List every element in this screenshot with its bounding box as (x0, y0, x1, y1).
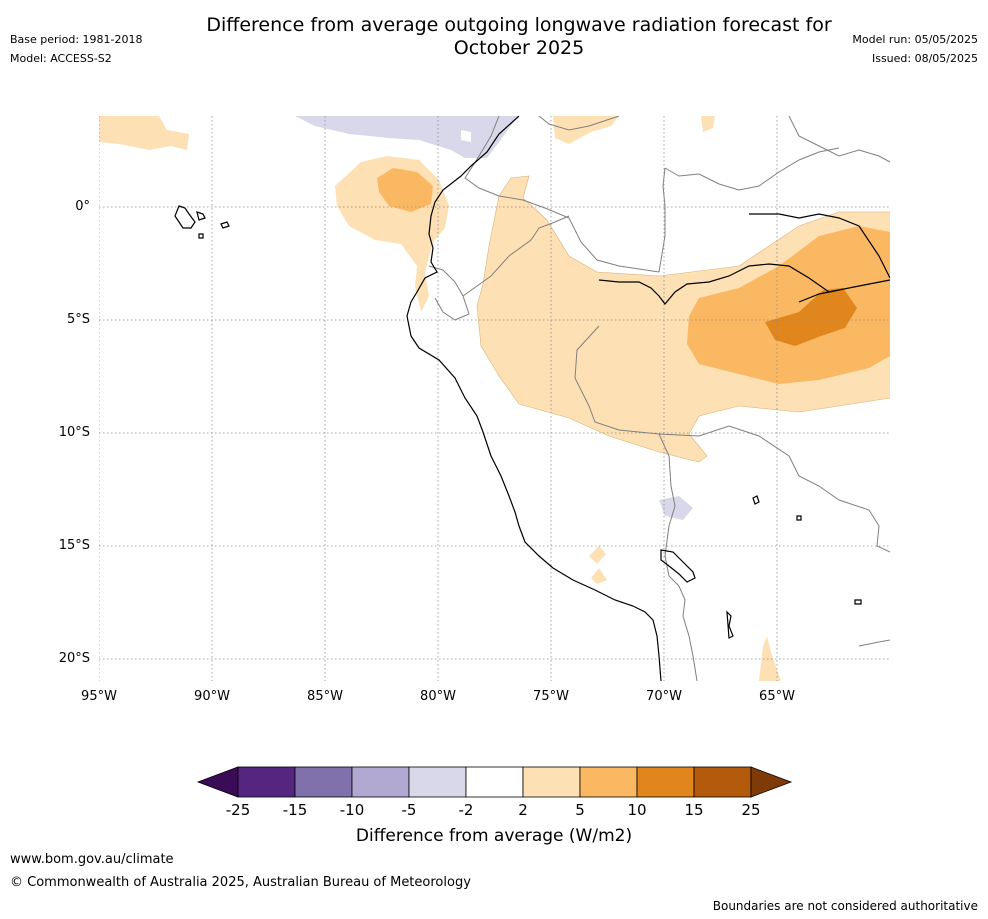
map-plot (99, 116, 890, 681)
colorbar-tick-5: 5 (575, 801, 585, 819)
lon-label-95w: 95°W (81, 689, 117, 704)
colorbar-segment-7 (579, 766, 638, 798)
colorbar-segment-9 (693, 766, 752, 798)
lat-label-0: 0° (75, 199, 90, 214)
lon-label-75w: 75°W (533, 689, 569, 704)
light-orange-region-amazon (477, 176, 890, 462)
light-purple-region-north (295, 116, 519, 158)
galapagos-island-3 (220, 221, 230, 229)
border-bolivia-paraguay (858, 639, 890, 647)
copyright-notice: © Commonwealth of Australia 2025, Austra… (10, 875, 471, 890)
model-run: Model run: 05/05/2025 (852, 33, 978, 46)
light-orange-region-south-small-1 (589, 546, 606, 564)
river-negro (749, 213, 890, 279)
colorbar-tick-neg10: -10 (339, 801, 365, 819)
light-purple-region-bolivia (659, 496, 693, 520)
colorbar-extend-low (196, 766, 239, 798)
colorbar-label: Difference from average (W/m2) (355, 826, 633, 846)
river-amazon (598, 263, 890, 305)
colorbar-tick-neg5: -5 (401, 801, 417, 819)
lake-titicaca (660, 549, 696, 583)
lon-label-65w: 65°W (759, 689, 795, 704)
lat-label-15s: 15°S (58, 538, 90, 553)
website-link[interactable]: www.bom.gov.au/climate (10, 852, 174, 867)
dark-orange-region-brazil (765, 288, 857, 346)
border-venezuela-colombia-north (538, 116, 620, 131)
lat-label-20s: 20°S (58, 651, 90, 666)
colorbar-segment-4 (408, 766, 467, 798)
coastline-pacific (406, 116, 662, 681)
lat-label-5s: 5°S (66, 312, 90, 327)
base-period: Base period: 1981-2018 (10, 33, 143, 46)
colorbar-segment-1 (237, 766, 296, 798)
title-line-1: Difference from average outgoing longwav… (206, 14, 832, 36)
colorbar (196, 766, 793, 798)
contour-outlines (476, 175, 890, 463)
model-name: Model: ACCESS-S2 (10, 52, 112, 65)
border-bolivia-brazil (658, 425, 890, 553)
title-line-2: October 2025 (453, 37, 585, 59)
lon-label-80w: 80°W (420, 689, 456, 704)
lon-label-85w: 85°W (307, 689, 343, 704)
galapagos-island-2 (196, 211, 206, 221)
colorbar-segment-8 (636, 766, 695, 798)
colorbar-segment-5 (465, 766, 524, 798)
country-borders (428, 116, 890, 681)
colorbar-segment-6 (522, 766, 581, 798)
issued-date: Issued: 08/05/2025 (871, 52, 978, 65)
light-orange-region-south-small-2 (591, 568, 607, 584)
colorbar-tick-15: 15 (684, 801, 704, 819)
border-colombia-peru (462, 215, 570, 297)
map-title: Difference from average outgoing longwav… (0, 14, 988, 60)
small-lake-3 (854, 599, 862, 605)
colorbar-tick-10: 10 (627, 801, 647, 819)
border-brazil-venezuela-south (658, 167, 666, 273)
colorbar-extend-high (750, 766, 793, 798)
colorbar-tick-neg2: -2 (458, 801, 474, 819)
colorbar-tick-2: 2 (518, 801, 528, 819)
small-lake-2 (796, 515, 802, 521)
orange-region-brazil (687, 226, 890, 384)
white-hole-north (461, 130, 471, 142)
border-brazil-guyana (788, 116, 890, 163)
lon-label-70w: 70°W (646, 689, 682, 704)
lon-label-90w: 90°W (194, 689, 230, 704)
colorbar-tick-25: 25 (741, 801, 761, 819)
lat-label-10s: 10°S (58, 425, 90, 440)
border-ecuador-peru (428, 265, 470, 321)
contour-amazon-south (476, 195, 890, 463)
galapagos-island-4 (198, 233, 204, 239)
colorbar-tick-neg15: -15 (282, 801, 308, 819)
border-colombia-venezuela (464, 116, 660, 273)
colorbar-segment-2 (294, 766, 353, 798)
galapagos-island-1 (174, 205, 196, 229)
light-orange-region-north (553, 116, 619, 144)
lake-poopo (726, 610, 734, 639)
light-orange-region-south-strip (759, 636, 781, 681)
orange-region-colombia (377, 168, 433, 212)
light-orange-region-north-small (701, 116, 715, 132)
anomaly-shading (99, 116, 890, 681)
border-peru-brazil (574, 325, 660, 435)
border-peru-chile (668, 575, 698, 681)
contour-amazon (498, 175, 890, 277)
light-orange-region-northwest (99, 116, 189, 150)
border-peru-bolivia (658, 433, 676, 577)
boundaries-disclaimer: Boundaries are not considered authoritat… (712, 899, 978, 913)
colorbar-segment-3 (351, 766, 410, 798)
colorbar-tick-neg25: -25 (225, 801, 251, 819)
border-venezuela-brazil (664, 147, 840, 191)
small-lake-1 (752, 495, 760, 505)
coastlines (174, 116, 890, 681)
river-tributary (798, 289, 840, 303)
